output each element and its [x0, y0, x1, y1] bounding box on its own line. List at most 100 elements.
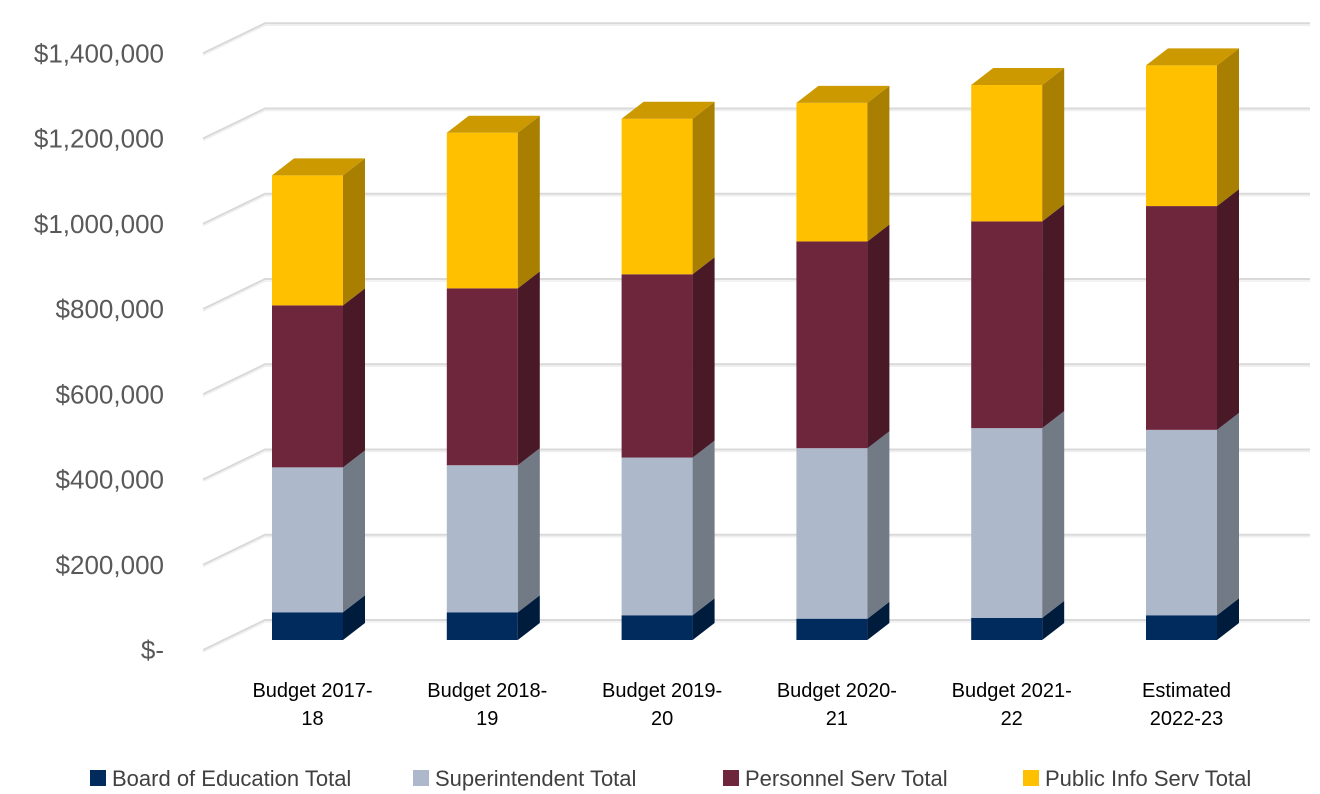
- legend-label: Superintendent Total: [435, 766, 636, 791]
- bar-side: [343, 158, 365, 306]
- bar-side: [867, 601, 890, 640]
- bar-segment: [272, 450, 365, 613]
- bar-top: [621, 101, 715, 119]
- gridline-shadow: [202, 280, 1310, 312]
- bar-front: [796, 448, 868, 619]
- bar-front: [1146, 65, 1217, 207]
- legend-label: Personnel Serv Total: [745, 766, 948, 791]
- bar-front: [1146, 206, 1217, 430]
- bar-side: [1217, 48, 1239, 207]
- x-tick-label: Budget 2019-: [602, 680, 722, 702]
- bar-side: [517, 271, 540, 466]
- x-tick-label: 22: [1001, 708, 1023, 730]
- bar-top: [796, 85, 890, 103]
- bar-front: [1146, 615, 1217, 640]
- bar-top: [1146, 48, 1239, 66]
- bar-segment: [1146, 598, 1239, 640]
- bar-segment: [971, 204, 1065, 429]
- gridline: [202, 533, 1310, 566]
- legend: Board of Education Total Superintendent T…: [90, 766, 1251, 791]
- gridline: [202, 22, 1310, 55]
- bar-side: [692, 598, 715, 640]
- bar-side: [692, 101, 715, 275]
- bar-front: [971, 617, 1043, 640]
- bar-segment: [1146, 412, 1239, 616]
- x-tick-label: Estimated: [1142, 680, 1231, 702]
- bars: [272, 48, 1239, 640]
- bar-side: [692, 440, 715, 616]
- gridline: [202, 363, 1310, 396]
- y-tick-label: $1,400,000: [34, 38, 164, 68]
- bar-side: [1217, 189, 1239, 430]
- bar-segment: [272, 158, 365, 306]
- bar-side: [1042, 204, 1065, 429]
- bar-front: [621, 274, 693, 458]
- bar-segment: [1146, 48, 1239, 207]
- x-tick-label: 21: [826, 708, 848, 730]
- x-tick-label: 2022-23: [1150, 708, 1223, 730]
- bar-front: [446, 288, 518, 466]
- legend-item: Superintendent Total: [413, 766, 636, 791]
- y-tick-label: $800,000: [56, 294, 164, 324]
- bar-side: [867, 85, 890, 242]
- bar-side: [517, 448, 540, 613]
- legend-item: Public Info Serv Total: [1023, 766, 1251, 791]
- legend-label: Board of Education Total: [112, 766, 351, 791]
- gridline-shadow: [202, 536, 1310, 568]
- x-tick-label: 19: [476, 708, 498, 730]
- bar-segment: [621, 257, 715, 458]
- bar-front: [796, 241, 868, 449]
- x-tick-label: Budget 2017-: [252, 680, 372, 702]
- bar-front: [971, 428, 1043, 618]
- y-tick-label: $400,000: [56, 465, 164, 495]
- bar-front: [446, 612, 518, 640]
- bar-segment: [796, 85, 890, 242]
- bar-top: [971, 68, 1065, 86]
- bar-segment: [796, 224, 890, 449]
- gridline-shadow: [202, 24, 1310, 56]
- x-tick-label: 18: [301, 708, 323, 730]
- bar-front: [446, 465, 518, 613]
- legend-item: Board of Education Total: [90, 766, 351, 791]
- gridline: [202, 619, 1310, 651]
- bar-top: [446, 115, 540, 133]
- gridline: [202, 278, 1310, 310]
- bar-segment: [446, 595, 540, 640]
- bar-front: [971, 85, 1043, 222]
- y-tick-label: $600,000: [56, 379, 164, 409]
- y-tick-label: $-: [141, 635, 164, 665]
- bar-side: [517, 595, 540, 640]
- bar-front: [272, 305, 343, 468]
- bar-top: [272, 158, 365, 176]
- bar-front: [621, 118, 693, 275]
- bar-side: [343, 450, 365, 613]
- bar-segment: [621, 101, 715, 275]
- bar-side: [1217, 598, 1239, 640]
- bar-front: [796, 618, 868, 640]
- bar-segment: [446, 271, 540, 466]
- x-tick-label: 20: [651, 708, 673, 730]
- y-tick-label: $1,000,000: [34, 209, 164, 239]
- bar-segment: [971, 411, 1065, 618]
- bar-side: [867, 431, 890, 619]
- x-axis: Budget 2017- 18 Budget 2018- 19 Budget 2019-…: [252, 680, 1231, 730]
- bar-segment: [446, 115, 540, 289]
- bar-side: [1042, 411, 1065, 618]
- y-tick-label: $1,200,000: [34, 124, 164, 154]
- bar-segment: [621, 598, 715, 640]
- bar-side: [343, 595, 365, 640]
- bar-front: [446, 132, 518, 289]
- legend-swatch: [723, 770, 739, 786]
- legend-swatch: [1023, 770, 1039, 786]
- gridlines: [202, 22, 1310, 653]
- bar-front: [621, 615, 693, 640]
- gridline-shadow: [202, 109, 1310, 142]
- legend-label: Public Info Serv Total: [1045, 766, 1251, 791]
- bar-front: [796, 102, 868, 242]
- gridline-shadow: [202, 195, 1310, 227]
- bar-front: [621, 457, 693, 616]
- x-tick-label: Budget 2018-: [427, 680, 547, 702]
- bar-side: [1042, 68, 1065, 222]
